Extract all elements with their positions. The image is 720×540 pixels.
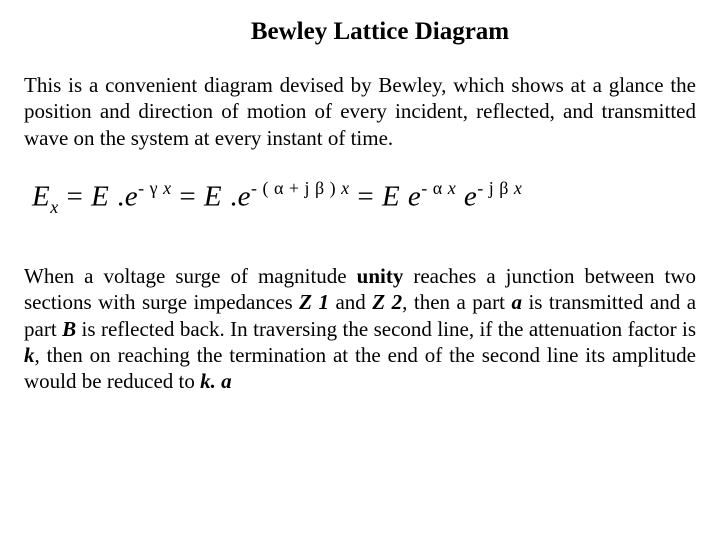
eq-e1: e <box>125 180 138 212</box>
eq-exp2: - ( α + j β ) x <box>251 178 350 198</box>
eq-exp3: - α x <box>421 178 456 198</box>
B: B <box>62 317 76 341</box>
eq-e3: e <box>408 180 421 212</box>
eq-E2: E <box>204 180 222 212</box>
text: , then on reaching the termination at th… <box>24 343 696 393</box>
z2: Z 2 <box>372 290 402 314</box>
eq-dot-2: . <box>230 180 238 212</box>
eq-sub-x: x <box>50 197 58 217</box>
text: When a voltage surge of magnitude <box>24 264 357 288</box>
eq-exp1: - γ x <box>138 178 171 198</box>
text: , then a part <box>402 290 511 314</box>
text: and <box>329 290 372 314</box>
body-paragraph: When a voltage surge of magnitude unity … <box>24 263 696 394</box>
k: k <box>24 343 35 367</box>
page-title: Bewley Lattice Diagram <box>24 18 696 46</box>
ka: k. a <box>200 369 232 393</box>
eq-E: E <box>32 180 50 212</box>
eq-e2: e <box>238 180 251 212</box>
unity: unity <box>357 264 404 288</box>
eq-equals-1: = <box>66 180 83 212</box>
eq-E1: E <box>91 180 109 212</box>
a: a <box>511 290 522 314</box>
eq-equals-3: = <box>357 180 374 212</box>
eq-E3: E <box>382 180 400 212</box>
eq-equals-2: = <box>179 180 196 212</box>
intro-paragraph: This is a convenient diagram devised by … <box>24 72 696 151</box>
eq-e4: e <box>464 180 477 212</box>
eq-dot-1: . <box>117 180 125 212</box>
eq-exp4: - j β x <box>477 178 522 198</box>
text: is reflected back. In traversing the sec… <box>76 317 696 341</box>
z1: Z 1 <box>299 290 329 314</box>
equation: Ex = E .e- γ x = E .e- ( α + j β ) x = E… <box>32 179 696 217</box>
